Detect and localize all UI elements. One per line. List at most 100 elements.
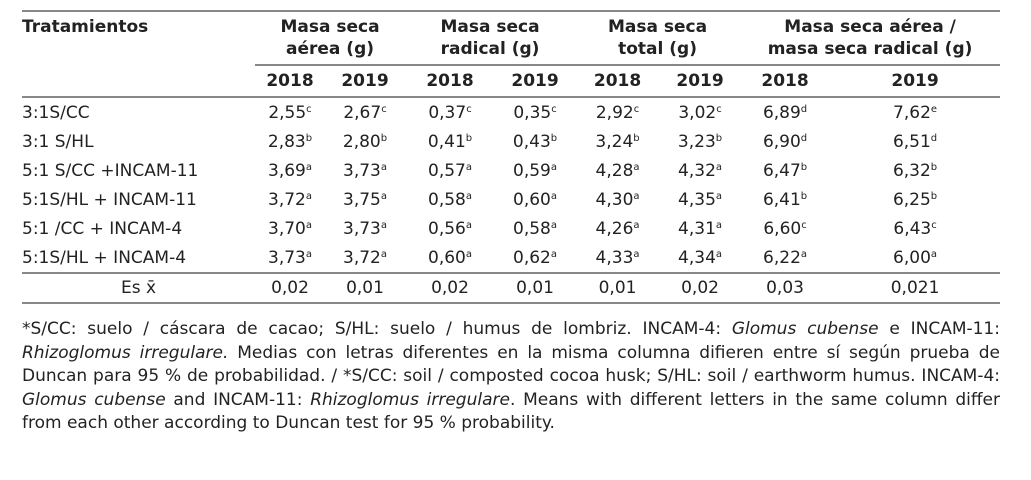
value: 6,47 — [762, 160, 801, 181]
species-name: Rhizoglomus irregulare. — [22, 342, 229, 363]
value: 4,33 — [595, 247, 634, 268]
species-name: Rhizoglomus irregulare — [310, 389, 510, 410]
value-cell: 3,02c — [660, 97, 740, 127]
standard-error-value: 0,02 — [660, 273, 741, 304]
value-cell: 4,28a — [575, 156, 660, 185]
value: 4,34 — [678, 247, 716, 268]
value-cell: 6,41b — [740, 185, 830, 214]
value: 0,57 — [428, 160, 466, 181]
significance-letter: c — [381, 103, 387, 115]
value: 2,80 — [342, 131, 381, 152]
significance-letter: a — [633, 248, 640, 260]
value-cell: 0,37c — [405, 97, 495, 127]
significance-letter: a — [550, 248, 558, 260]
standard-error-value: 0,01 — [495, 273, 576, 304]
significance-letter: a — [715, 190, 723, 202]
year-header: 2018 — [740, 64, 831, 98]
value-cell: 6,90d — [740, 127, 830, 156]
value-cell: 6,32b — [830, 156, 1000, 185]
significance-letter: a — [633, 161, 640, 173]
value-cell: 4,34a — [660, 243, 741, 274]
year-header: 2019 — [325, 64, 406, 98]
value: 2,55 — [268, 102, 307, 123]
value-cell: 6,22a — [740, 243, 831, 274]
significance-letter: b — [930, 161, 938, 173]
value-cell: 0,43b — [495, 127, 575, 156]
significance-letter: a — [715, 248, 723, 260]
value: 3,70 — [268, 218, 306, 239]
results-table-wrapper: Tratamientos Masa seca aérea (g) Masa sec… — [22, 10, 1001, 304]
value-cell: 0,58a — [405, 185, 495, 214]
value-cell: 6,43c — [830, 214, 1000, 243]
header-ratio: Masa seca aérea / masa seca radical (g) — [767, 17, 973, 59]
value: 6,90 — [762, 131, 801, 152]
standard-error-value: 0,01 — [325, 273, 406, 304]
significance-letter: d — [800, 103, 808, 115]
value: 0,59 — [513, 160, 551, 181]
value-cell: 6,60c — [740, 214, 830, 243]
value: 0,58 — [513, 218, 551, 239]
significance-letter: a — [633, 190, 640, 202]
value: 6,32 — [892, 160, 931, 181]
footnote-text: Medias con letras diferentes en la misma… — [22, 342, 1000, 387]
header-aerial-mass: Masa seca aérea (g) — [280, 17, 380, 59]
year-header: 2018 — [405, 64, 496, 98]
year-header: 2019 — [830, 64, 1001, 98]
standard-error-value: 0,021 — [830, 273, 1001, 304]
value-cell: 4,31a — [660, 214, 740, 243]
table-row: 5:1S/HL + INCAM-11 3,72a 3,75a 0,58a 0,60a 4,… — [22, 185, 1000, 214]
footnote-text: and INCAM-11: — [165, 389, 311, 410]
year-header: 2018 — [575, 64, 661, 98]
value: 3,75 — [343, 189, 381, 210]
value-cell: 3,72a — [325, 243, 406, 274]
significance-letter: a — [550, 190, 558, 202]
footnote-text: . Means with different letters in the sa… — [22, 389, 1000, 434]
significance-letter: b — [380, 132, 388, 144]
significance-letter: a — [465, 161, 473, 173]
value: 6,41 — [762, 189, 801, 210]
standard-error-value: 0,02 — [405, 273, 496, 304]
treatment-label: 5:1 /CC + INCAM-4 — [22, 218, 183, 239]
value-cell: 3,23b — [660, 127, 740, 156]
value: 0,60 — [428, 247, 466, 268]
value-cell: 0,62a — [495, 243, 576, 274]
significance-letter: a — [380, 248, 387, 260]
significance-letter: b — [633, 132, 640, 144]
significance-letter: a — [715, 219, 723, 231]
value: 0,62 — [513, 247, 551, 268]
value: 6,89 — [762, 102, 801, 123]
value-cell: 0,58a — [495, 214, 575, 243]
standard-error-label: Es x̄ — [22, 273, 255, 304]
value-cell: 6,00a — [830, 243, 1001, 274]
significance-letter: c — [551, 103, 557, 115]
value: 6,00 — [893, 247, 931, 268]
significance-letter: a — [465, 219, 473, 231]
significance-letter: a — [633, 219, 640, 231]
value: 4,26 — [595, 218, 634, 239]
significance-letter: a — [800, 248, 808, 260]
treatment-label: 5:1 S/CC +INCAM-11 — [22, 160, 199, 181]
footnote-text: e INCAM-11: — [878, 319, 1000, 339]
treatment-label: 5:1S/HL + INCAM-4 — [22, 243, 255, 274]
value-cell: 3,75a — [325, 185, 405, 214]
significance-letter: a — [380, 219, 387, 231]
year-header: 2018 — [255, 64, 325, 98]
table-row: 5:1S/HL + INCAM-4 3,73a 3,72a 0,60a 0,62a 4,3… — [22, 243, 1001, 274]
year-header-row: 2018 2019 2018 2019 2018 2019 2018 2019 — [22, 64, 1001, 98]
value-cell: 4,35a — [660, 185, 740, 214]
value-cell: 2,55c — [255, 97, 325, 127]
value-cell: 3,73a — [325, 156, 405, 185]
value: 6,43 — [893, 218, 932, 239]
group-header-row: Tratamientos Masa seca aérea (g) Masa sec… — [22, 11, 1001, 65]
significance-letter: c — [716, 103, 722, 115]
treatment-label: 3:1S/CC — [22, 102, 90, 123]
value-cell: 0,60a — [495, 185, 575, 214]
significance-letter: c — [801, 219, 807, 231]
header-root-mass: Masa seca radical (g) — [440, 17, 540, 59]
value: 4,35 — [678, 189, 716, 210]
significance-letter: a — [465, 248, 473, 260]
significance-letter: b — [550, 132, 558, 144]
value: 0,58 — [428, 189, 466, 210]
header-total-mass: Masa seca total (g) — [607, 17, 708, 59]
value: 4,32 — [678, 160, 716, 181]
